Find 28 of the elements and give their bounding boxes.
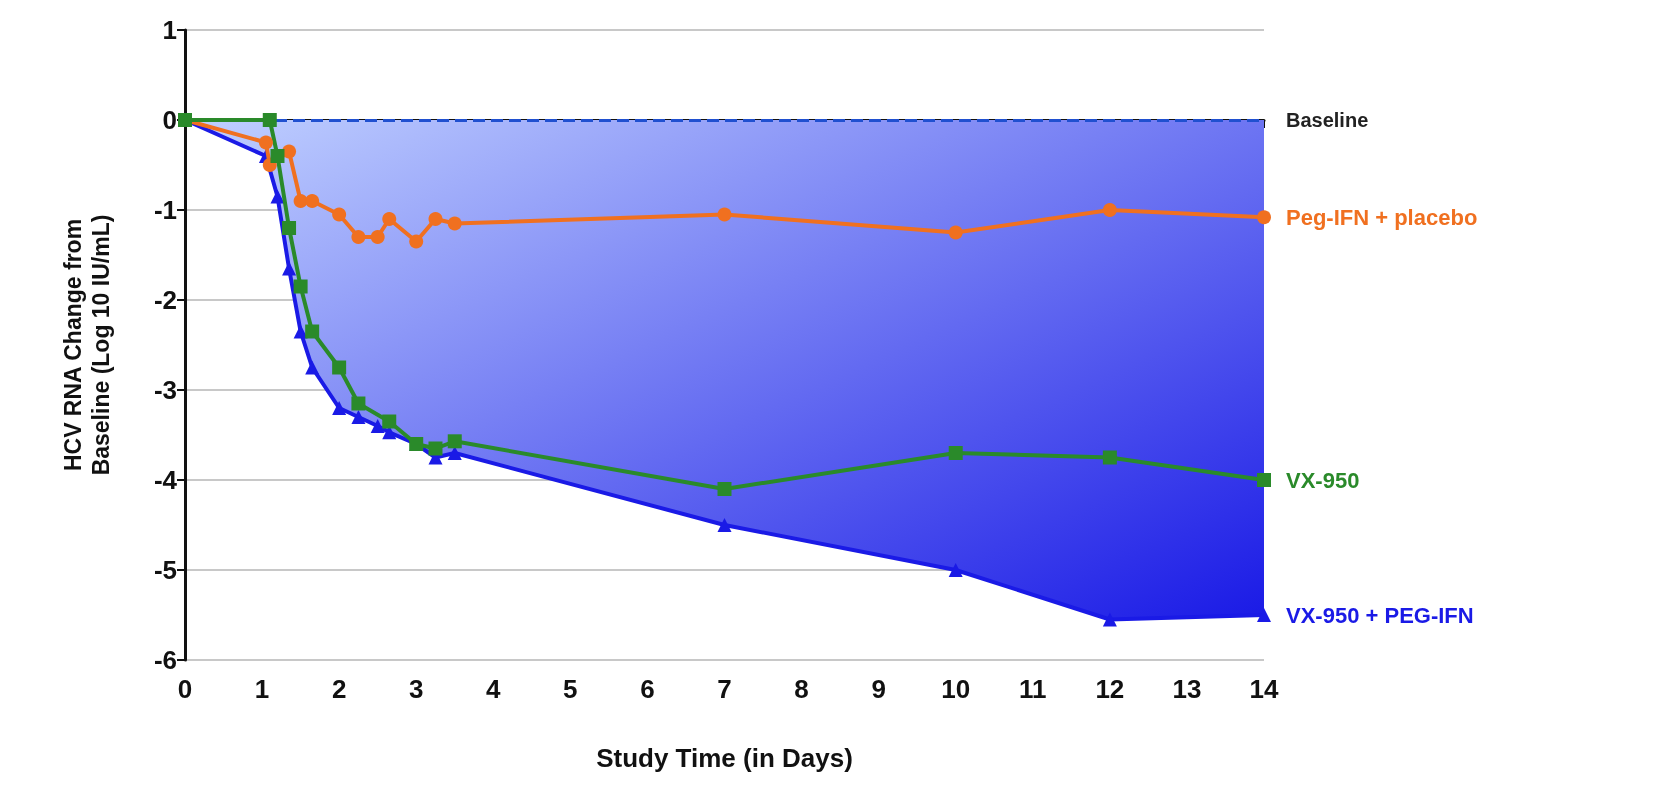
ref-line-label: Baseline (1286, 109, 1369, 131)
x-tick-label: 12 (1095, 674, 1125, 704)
x-tick-label: 6 (640, 674, 655, 704)
y-axis-title: HCV RNA Change from Baseline (Log 10 IU/mL) (60, 214, 114, 476)
x-tick-label: 5 (563, 674, 578, 704)
y-tick-label: -4 (153, 465, 178, 495)
y-tick-label: -5 (153, 555, 177, 585)
series-label: Peg-IFN + placebo (1286, 204, 1478, 230)
y-tick-label: -1 (153, 195, 177, 225)
x-tick-label: 7 (717, 674, 732, 704)
y-tick-label: -2 (153, 285, 177, 315)
x-tick-label: 8 (794, 674, 809, 704)
x-tick-label: 2 (331, 674, 347, 704)
series-label: VX-950 (1286, 467, 1360, 493)
x-tick-label: 13 (1172, 674, 1202, 704)
x-tick-label: 4 (486, 674, 502, 704)
y-tick-label: 1 (162, 15, 177, 45)
x-tick-label: 3 (408, 674, 424, 704)
x-tick-label: 14 (1249, 674, 1279, 704)
x-axis-title: Study Time (in Days) (596, 743, 853, 773)
y-tick-label: -3 (153, 375, 177, 405)
y-tick-label: 0 (162, 105, 177, 135)
x-tick-label: 11 (1019, 674, 1047, 704)
y-tick-label: -6 (153, 645, 177, 675)
x-tick-label: 9 (871, 674, 886, 704)
x-tick-label: 10 (941, 674, 971, 704)
x-tick-label: 1 (254, 674, 270, 704)
series-label: VX-950 + PEG-IFN (1286, 602, 1474, 628)
